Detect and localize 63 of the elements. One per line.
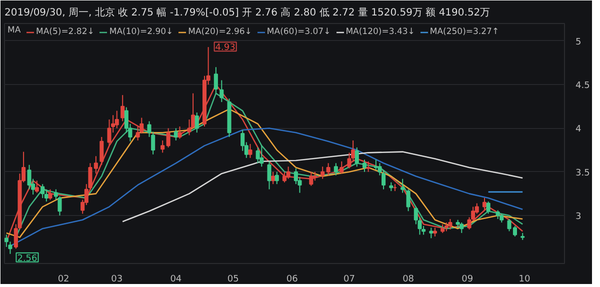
x-tick-label: 05 xyxy=(227,274,239,284)
x-tick-label: 03 xyxy=(111,274,123,284)
x-tick-label: 10 xyxy=(518,274,530,284)
candlestick xyxy=(260,145,264,168)
candlestick xyxy=(362,159,367,172)
x-tick-label: 08 xyxy=(402,274,414,284)
annotation: 2.56 xyxy=(17,254,38,264)
x-tick-label: 09 xyxy=(462,274,474,284)
candlestick xyxy=(326,162,330,176)
annotation: 4.93 xyxy=(215,43,236,54)
legend-label: MA(250)=3.27↑ xyxy=(430,27,500,37)
candlestick xyxy=(274,171,279,185)
candlestick xyxy=(448,218,452,230)
candlestick xyxy=(366,160,370,172)
candlestick xyxy=(256,146,260,164)
candlestick xyxy=(174,128,178,141)
legend-title: MA xyxy=(8,26,21,36)
legend-label: MA(10)=2.90↓ xyxy=(109,27,174,37)
candlestick xyxy=(482,198,487,211)
candlestick xyxy=(114,110,119,129)
x-tick-label: 06 xyxy=(286,274,298,284)
legend-label: MA(120)=3.43↓ xyxy=(346,27,415,37)
candlestick xyxy=(100,136,104,166)
candlestick xyxy=(271,171,276,185)
candlestick xyxy=(120,94,125,122)
legend-label: MA(5)=2.82↓ xyxy=(36,27,94,37)
candlestick xyxy=(48,188,52,200)
candlestick xyxy=(34,180,39,194)
legend-label: MA(60)=3.07↓ xyxy=(266,27,331,37)
candlestick xyxy=(214,66,218,94)
x-tick-label: 04 xyxy=(170,274,182,284)
candlestick xyxy=(194,112,199,134)
candlestick xyxy=(429,227,434,239)
y-tick-label: 3 xyxy=(576,212,582,222)
candlestick xyxy=(400,178,405,194)
candlestick xyxy=(160,140,165,154)
candlestick xyxy=(460,222,464,234)
candlestick xyxy=(406,188,410,212)
candlestick xyxy=(286,166,290,180)
candlestick xyxy=(40,184,45,199)
x-tick-label: 07 xyxy=(344,274,355,284)
candlestick xyxy=(178,126,182,140)
candlestick xyxy=(320,166,325,180)
candlestick xyxy=(248,143,252,158)
candlestick xyxy=(166,128,170,148)
y-tick-label: 4.5 xyxy=(576,81,590,92)
candlestick xyxy=(94,156,98,174)
candlestick xyxy=(220,80,224,103)
legend-label: MA(20)=2.96↓ xyxy=(188,27,252,37)
candlestick xyxy=(267,160,272,190)
y-tick-label: 5 xyxy=(576,37,582,48)
candlestick xyxy=(486,201,490,214)
y-tick-label: 4 xyxy=(576,124,582,135)
candlestick xyxy=(107,119,112,146)
candlestick xyxy=(309,171,314,186)
candlestick xyxy=(334,162,338,176)
candlestick xyxy=(340,160,344,174)
line-series xyxy=(122,151,524,222)
y-tick-label: 3.5 xyxy=(576,168,590,178)
candlestick xyxy=(354,146,359,168)
candlestick xyxy=(374,159,378,171)
chart-title: 2019/09/30, 周一, 北京 收 2.75 幅 -1.79%[-0.05] 开 2.76 高 2.80 低 2.72 量 1520.59万 额 4190.52万 xyxy=(4,6,490,18)
x-tick-label: 02 xyxy=(58,274,70,284)
